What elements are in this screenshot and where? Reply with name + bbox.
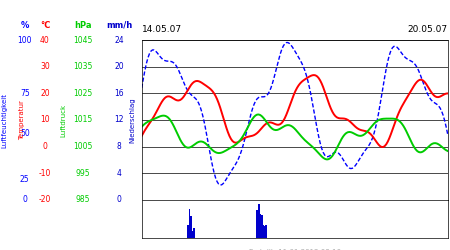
Text: Luftfeuchtigkeit: Luftfeuchtigkeit xyxy=(1,92,8,148)
Bar xyxy=(258,204,260,238)
Text: mm/h: mm/h xyxy=(106,21,132,30)
Bar xyxy=(259,214,261,238)
Text: 20: 20 xyxy=(40,89,50,98)
Text: 30: 30 xyxy=(40,62,50,71)
Text: 8: 8 xyxy=(117,142,122,151)
Text: 10: 10 xyxy=(40,116,50,124)
Text: 1005: 1005 xyxy=(73,142,93,151)
Text: °C: °C xyxy=(40,21,50,30)
Text: 4: 4 xyxy=(117,169,122,178)
Text: 0: 0 xyxy=(117,196,122,204)
Text: Temperatur: Temperatur xyxy=(18,100,25,140)
Text: -20: -20 xyxy=(39,196,51,204)
Bar xyxy=(192,231,194,237)
Text: Luftdruck: Luftdruck xyxy=(60,104,66,136)
Text: 40: 40 xyxy=(40,36,50,44)
Bar xyxy=(190,216,192,238)
Text: 24: 24 xyxy=(114,36,124,44)
Text: %: % xyxy=(21,21,29,30)
Text: 12: 12 xyxy=(114,116,124,124)
Bar xyxy=(262,225,264,237)
Text: 1015: 1015 xyxy=(74,116,93,124)
Text: -10: -10 xyxy=(39,169,51,178)
Text: 0: 0 xyxy=(43,142,47,151)
Text: 14.05.07: 14.05.07 xyxy=(142,24,182,34)
Text: 50: 50 xyxy=(20,129,30,138)
Text: 100: 100 xyxy=(18,36,32,44)
Text: 75: 75 xyxy=(20,89,30,98)
Text: Erstellt: 11.01.2012 03:10: Erstellt: 11.01.2012 03:10 xyxy=(249,249,341,250)
Text: hPa: hPa xyxy=(75,21,92,30)
Bar xyxy=(256,210,258,238)
Bar xyxy=(266,225,267,237)
Bar xyxy=(187,224,189,237)
Text: Niederschlag: Niederschlag xyxy=(130,97,136,143)
Text: 1035: 1035 xyxy=(73,62,93,71)
Text: 16: 16 xyxy=(114,89,124,98)
Text: 1025: 1025 xyxy=(74,89,93,98)
Bar xyxy=(193,228,195,237)
Bar xyxy=(189,209,190,238)
Bar xyxy=(261,215,263,238)
Text: 0: 0 xyxy=(22,196,27,204)
Bar xyxy=(264,226,266,237)
Text: 20.05.07: 20.05.07 xyxy=(408,24,448,34)
Text: 985: 985 xyxy=(76,196,90,204)
Text: 25: 25 xyxy=(20,176,30,184)
Text: 1045: 1045 xyxy=(73,36,93,44)
Text: 20: 20 xyxy=(114,62,124,71)
Text: 995: 995 xyxy=(76,169,90,178)
